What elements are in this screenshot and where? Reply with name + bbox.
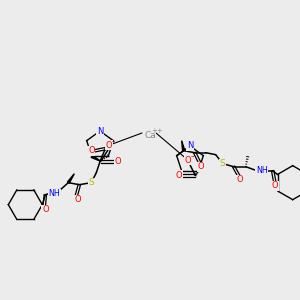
Text: S: S [88,178,94,187]
Text: O: O [272,181,278,190]
Text: -: - [111,136,115,146]
Polygon shape [68,174,74,183]
Text: N: N [97,127,103,136]
Text: NH: NH [48,189,60,198]
Text: Ca: Ca [144,130,156,140]
Text: NH: NH [256,166,268,175]
Text: O: O [197,162,204,171]
Text: ++: ++ [151,128,163,134]
Text: O: O [74,195,81,204]
Text: O: O [106,141,112,150]
Text: O: O [115,157,121,166]
Text: N: N [187,142,193,151]
Text: O: O [176,171,182,180]
Text: O: O [88,146,94,155]
Text: S: S [220,159,226,168]
Polygon shape [91,155,101,161]
Polygon shape [182,141,185,151]
Text: O: O [185,156,191,165]
Text: O: O [42,205,49,214]
Text: O: O [236,175,243,184]
Text: -: - [190,151,194,161]
